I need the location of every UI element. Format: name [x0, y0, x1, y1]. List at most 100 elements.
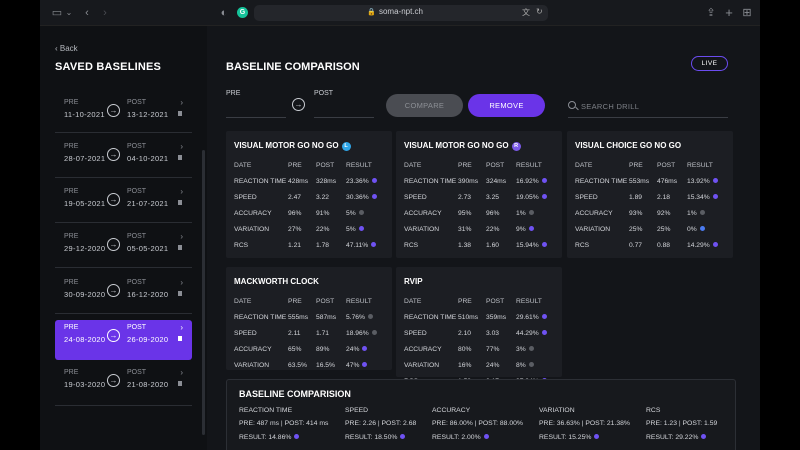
pre-value: 555ms	[288, 314, 309, 321]
summary-result: RESULT: 15.25%	[539, 434, 630, 441]
metric-label: SPEED	[404, 194, 427, 201]
result-table: DATE PRE POST RESULT REACTION TIME 428ms 328ms…	[234, 162, 384, 258]
result-value: 1%	[516, 210, 534, 217]
col-date: DATE	[575, 162, 593, 169]
result-value: 13.92%	[687, 178, 718, 185]
col-post: POST	[316, 162, 335, 169]
table-row: ACCURACY 95% 96% 1%	[404, 210, 554, 226]
col-result: RESULT	[346, 162, 372, 169]
result-value: 15.34%	[687, 194, 718, 201]
forward-arrow-icon[interactable]: ›	[103, 7, 107, 19]
result-value: 16.92%	[516, 178, 547, 185]
pre-field[interactable]	[226, 117, 286, 118]
post-value: 324ms	[486, 178, 507, 185]
compare-button[interactable]: COMPARE	[386, 94, 463, 117]
chevron-right-icon[interactable]: ›	[180, 278, 183, 287]
drill-card[interactable]: MACKWORTH CLOCK DATE PRE POST RESULT REACTION…	[226, 267, 392, 370]
pre-label: PRE	[226, 90, 241, 97]
trash-icon[interactable]	[178, 245, 182, 250]
status-dot-icon	[528, 226, 534, 231]
post-value: 1.71	[316, 330, 330, 337]
col-pre: PRE	[288, 298, 302, 305]
status-dot-icon	[400, 434, 406, 439]
table-row: REACTION TIME 428ms 328ms 23.36%	[234, 178, 384, 194]
metric-label: VARIATION	[404, 226, 440, 233]
drill-card[interactable]: VISUAL CHOICE GO NO GO DATE PRE POST RESULT R…	[567, 131, 733, 258]
result-table: DATE PRE POST RESULT REACTION TIME 390ms 324ms…	[404, 162, 554, 258]
baseline-item[interactable]: PRE 19-03-2020 → POST 21-08-2020 ›	[55, 365, 192, 405]
reload-icon[interactable]: ↻	[536, 7, 543, 16]
trash-icon[interactable]	[178, 291, 182, 296]
baseline-item[interactable]: PRE 29-12-2020 → POST 05-05-2021 ›	[55, 229, 192, 269]
drill-card[interactable]: VISUAL MOTOR GO NO GO R DATE PRE POST RESULT R…	[396, 131, 562, 258]
trash-icon[interactable]	[178, 381, 182, 386]
back-link[interactable]: ‹ Back	[55, 44, 78, 53]
col-post: POST	[657, 162, 676, 169]
col-date: DATE	[234, 162, 252, 169]
new-tab-icon[interactable]: +	[725, 5, 733, 20]
tab-overview-icon[interactable]: ⊞	[742, 7, 752, 19]
summary-metric-label: REACTION TIME	[239, 407, 293, 414]
post-value: 77%	[486, 346, 500, 353]
chevron-right-icon[interactable]: ›	[180, 98, 183, 107]
translate-icon[interactable]: 文	[522, 8, 530, 17]
trash-icon[interactable]	[178, 155, 182, 160]
metric-label: RCS	[234, 242, 249, 249]
pre-value: 553ms	[629, 178, 650, 185]
pre-value: 96%	[288, 210, 302, 217]
chevron-right-icon[interactable]: ›	[180, 187, 183, 196]
baseline-item[interactable]: PRE 11-10-2021 → POST 13-12-2021 ›	[55, 95, 192, 135]
status-dot-icon	[699, 210, 705, 215]
remove-button[interactable]: REMOVE	[468, 94, 545, 117]
table-row: SPEED 2.10 3.03 44.29%	[404, 330, 554, 346]
search-input[interactable]	[581, 100, 727, 112]
chevron-right-icon[interactable]: ›	[180, 232, 183, 241]
result-value: 8%	[516, 362, 534, 369]
table-row: VARIATION 25% 25% 0%	[575, 226, 725, 242]
metric-label: ACCURACY	[404, 346, 442, 353]
chevron-right-icon[interactable]: ›	[180, 368, 183, 377]
summary-metric-label: SPEED	[345, 407, 369, 414]
result-value: 30.36%	[346, 194, 377, 201]
privacy-shield-icon[interactable]: ◐	[220, 7, 228, 19]
arrow-right-icon: →	[107, 284, 120, 297]
trash-icon[interactable]	[178, 111, 182, 116]
sidebar-scrollbar[interactable]	[202, 150, 205, 435]
metric-label: REACTION TIME	[404, 178, 457, 185]
chevron-right-icon[interactable]: ›	[180, 323, 183, 332]
share-icon[interactable]: ⇪	[706, 7, 716, 19]
status-dot-icon	[528, 362, 534, 367]
sidebar-toggle-icon[interactable]: ▭	[51, 7, 63, 19]
chevron-right-icon[interactable]: ›	[180, 142, 183, 151]
table-header: DATE PRE POST RESULT	[234, 298, 384, 314]
pre-value: 93%	[629, 210, 643, 217]
table-row: VARIATION 16% 24% 8%	[404, 362, 554, 378]
trash-icon[interactable]	[178, 336, 182, 341]
baseline-item[interactable]: PRE 19-05-2021 → POST 21-07-2021 ›	[55, 184, 192, 224]
pre-label: PRE	[64, 99, 79, 106]
post-value: 328ms	[316, 178, 337, 185]
baseline-item[interactable]: PRE 24-08-2020 → POST 26-09-2020 ›	[55, 320, 192, 360]
result-value: 3%	[516, 346, 534, 353]
pre-date: 30-09-2020	[64, 290, 106, 299]
drill-card[interactable]: VISUAL MOTOR GO NO GO L DATE PRE POST RESULT R…	[226, 131, 392, 258]
summary-result: RESULT: 29.22%	[646, 434, 717, 441]
live-button[interactable]: LIVE	[691, 56, 728, 71]
col-date: DATE	[404, 162, 422, 169]
result-value: 29.61%	[516, 314, 547, 321]
back-arrow-icon[interactable]: ‹	[85, 7, 89, 19]
grammarly-icon[interactable]: G	[237, 7, 248, 18]
post-value: 2.18	[657, 194, 671, 201]
table-row: VARIATION 31% 22% 9%	[404, 226, 554, 242]
address-bar[interactable]: 🔒 soma-npt.ch 文 ↻	[254, 5, 548, 21]
table-row: ACCURACY 65% 89% 24%	[234, 346, 384, 362]
post-value: 89%	[316, 346, 330, 353]
pre-date: 11-10-2021	[64, 110, 105, 119]
baseline-item[interactable]: PRE 30-09-2020 → POST 16-12-2020 ›	[55, 275, 192, 315]
post-field[interactable]	[314, 117, 374, 118]
trash-icon[interactable]	[178, 200, 182, 205]
baseline-item[interactable]: PRE 28-07-2021 → POST 04-10-2021 ›	[55, 139, 192, 179]
drill-card[interactable]: RVIP DATE PRE POST RESULT REACTION TIME 510ms 3…	[396, 267, 562, 385]
chevron-down-icon[interactable]: ⌄	[65, 8, 73, 17]
col-result: RESULT	[516, 162, 542, 169]
